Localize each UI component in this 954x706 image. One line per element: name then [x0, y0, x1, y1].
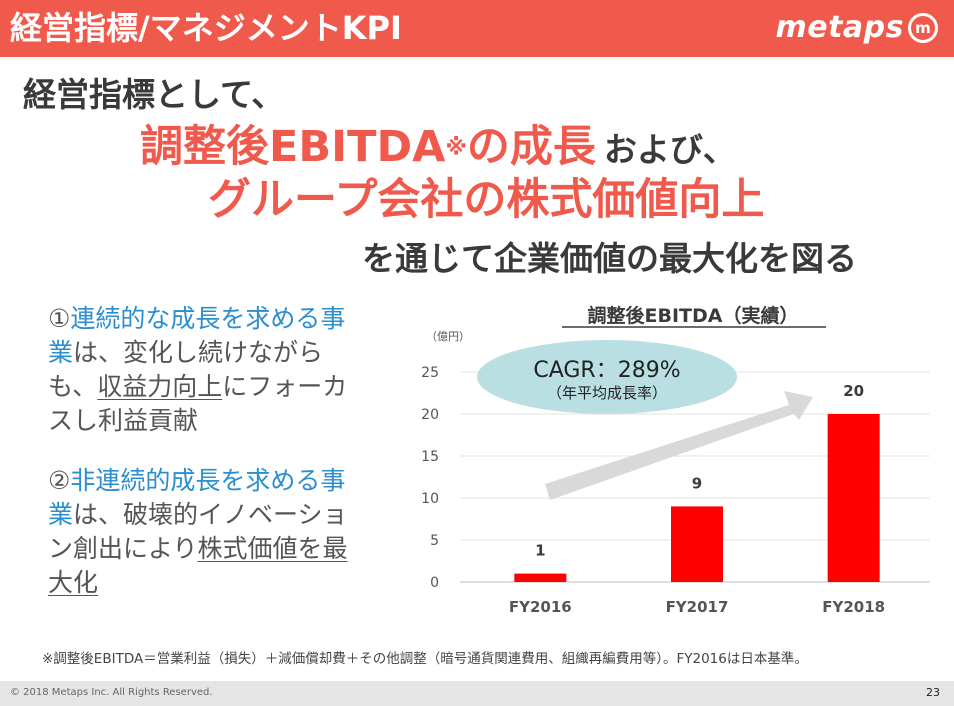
data-label: 20 [843, 382, 864, 400]
point-underlined: 株式価値を最大化 [48, 534, 348, 597]
chart-title: 調整後EBITDA（実績） [588, 304, 799, 327]
point-number: ① [48, 304, 71, 333]
slide-title: 経営指標/マネジメントKPI [10, 9, 402, 47]
y-axis-unit: （億円） [426, 330, 470, 343]
point-text: は、破壊的イノベーション創出により [48, 500, 348, 563]
point-continuous-growth: ①連続的な成長を求める事業は、変化し続けながらも、収益力向上にフォーカスし利益貢… [48, 302, 358, 438]
growth-arrow-icon [545, 391, 813, 500]
y-tick-label: 25 [421, 365, 439, 381]
point-text: は、変化し続けながらも、 [48, 338, 324, 401]
page-number: 23 [926, 686, 940, 699]
logo-circle-icon: m [908, 13, 938, 43]
copyright: © 2018 Metaps Inc. All Rights Reserved. [10, 687, 213, 698]
y-tick-label: 10 [421, 491, 439, 507]
headline-and: および、 [603, 130, 736, 169]
cagr-sublabel: （年平均成長率） [547, 384, 667, 402]
point-lead: 連続的な成長を求める事業 [48, 304, 346, 367]
data-label: 9 [692, 474, 702, 492]
bar-FY2017 [671, 506, 723, 582]
cagr-label: CAGR：289% [533, 358, 680, 383]
point-discontinuous-growth: ②非連続的成長を求める事業は、破壊的イノベーション創出により株式価値を最大化 [48, 464, 358, 600]
point-number: ② [48, 466, 71, 495]
y-tick-label: 15 [421, 449, 439, 465]
x-tick-label: FY2016 [509, 598, 572, 616]
headline-line-2: 調整後EBITDA※の成長 および、 [140, 112, 736, 174]
headline-line-3: グループ会社の株式価値向上 [208, 175, 765, 225]
headline-line-1: 経営指標として、 [23, 75, 285, 114]
headline-footnote-mark: ※ [445, 135, 467, 161]
data-label: 1 [535, 542, 545, 560]
point-underlined: 収益力向上 [97, 372, 223, 401]
ebitda-bar-chart: 調整後EBITDA（実績） （億円） 0 5 10 15 20 25 1 FY2016 9 FY… [421, 304, 930, 616]
slide-footer: © 2018 Metaps Inc. All Rights Reserved. … [0, 681, 954, 706]
headline-line-4: を通じて企業価値の最大化を図る [362, 239, 857, 278]
slide-header: 経営指標/マネジメントKPI metaps m [0, 0, 954, 57]
logo-wordmark: metaps [775, 10, 904, 45]
x-tick-label: FY2018 [822, 598, 885, 616]
y-tick-label: 5 [430, 533, 439, 549]
point-lead: 非連続的成長を求める事業 [48, 466, 346, 529]
x-tick-label: FY2017 [666, 598, 729, 616]
cagr-bubble [477, 340, 737, 414]
footnote: ※調整後EBITDA＝営業利益（損失）＋減価償却費＋その他調整（暗号通貨関連費用… [42, 651, 808, 667]
y-tick-label: 0 [430, 575, 439, 591]
headline-growth: の成長 [466, 122, 596, 172]
headline-ebitda: 調整後EBITDA [140, 122, 446, 172]
bar-FY2016 [514, 573, 567, 582]
point-text-tail: にフォーカスし利益貢献 [48, 372, 348, 435]
bar-FY2018 [827, 414, 880, 582]
metaps-logo: metaps m [775, 8, 938, 48]
y-tick-label: 20 [421, 407, 439, 423]
